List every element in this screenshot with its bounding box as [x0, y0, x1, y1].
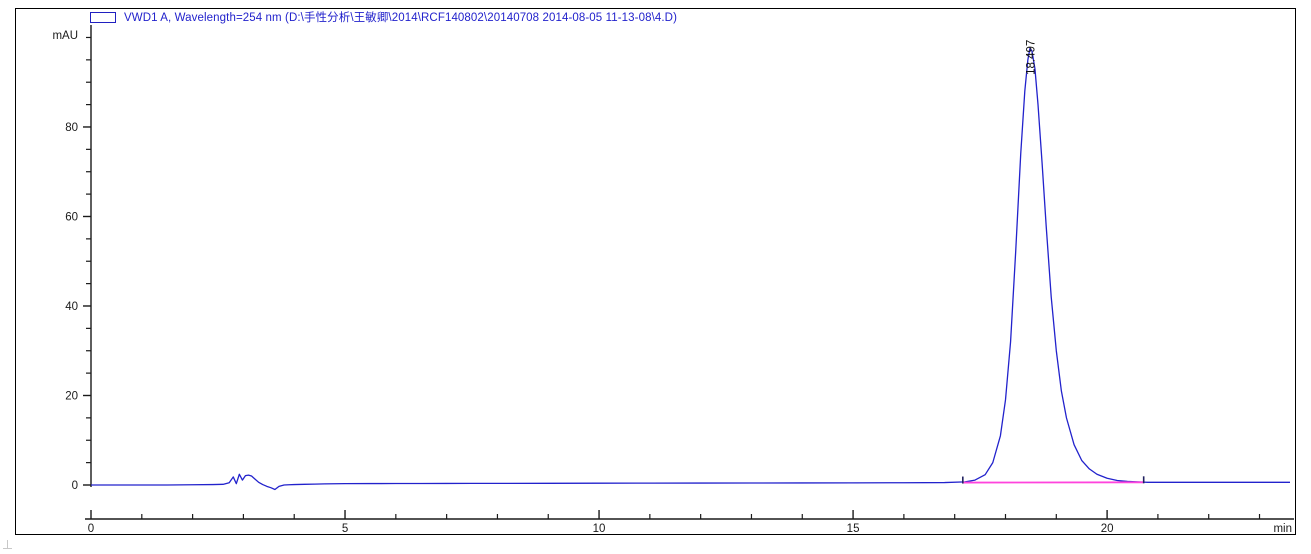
legend-swatch-icon [90, 11, 116, 23]
y-tick-label: 40 [65, 301, 78, 313]
chromatogram-trace [91, 48, 1290, 491]
x-axis-unit-label: min [1273, 523, 1292, 535]
y-tick-label: 0 [72, 480, 78, 492]
legend: VWD1 A, Wavelength=254 nm (D:\手性分析\王敏卿\2… [90, 9, 677, 25]
corner-marker-icon [3, 540, 12, 549]
y-tick-label: 80 [65, 122, 78, 134]
y-tick-label: 20 [65, 390, 78, 402]
trace-layer [91, 48, 1290, 491]
x-tick-label: 15 [847, 523, 860, 535]
peak-retention-label: 18.497 [1026, 40, 1038, 75]
x-tick-label: 5 [342, 523, 348, 535]
legend-label: VWD1 A, Wavelength=254 nm (D:\手性分析\王敏卿\2… [124, 12, 677, 24]
annotation-layer: 18.497 [1026, 40, 1038, 75]
y-tick-label: 60 [65, 211, 78, 223]
y-axis-unit-label: mAU [52, 30, 78, 42]
plot-frame [15, 8, 1296, 535]
x-tick-label: 0 [88, 523, 94, 535]
baseline-layer [962, 476, 1145, 484]
x-tick-label: 10 [593, 523, 606, 535]
axes-layer: 0 20 40 60 80 mAU 0 5 10 15 20 min [52, 25, 1294, 535]
x-tick-label: 20 [1101, 523, 1114, 535]
